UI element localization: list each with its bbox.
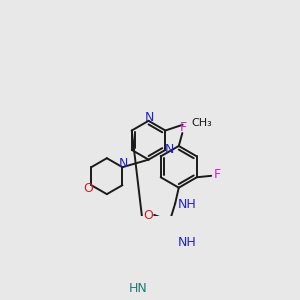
Text: N: N <box>165 143 174 156</box>
Text: N: N <box>119 157 128 170</box>
Text: O: O <box>83 182 93 195</box>
Text: HN: HN <box>128 282 147 295</box>
Text: NH: NH <box>177 198 196 212</box>
Text: O: O <box>143 208 153 221</box>
Text: CH₃: CH₃ <box>191 118 212 128</box>
Text: N: N <box>145 111 154 124</box>
Text: F: F <box>213 168 220 181</box>
Text: NH: NH <box>177 236 196 249</box>
Text: F: F <box>180 121 188 134</box>
